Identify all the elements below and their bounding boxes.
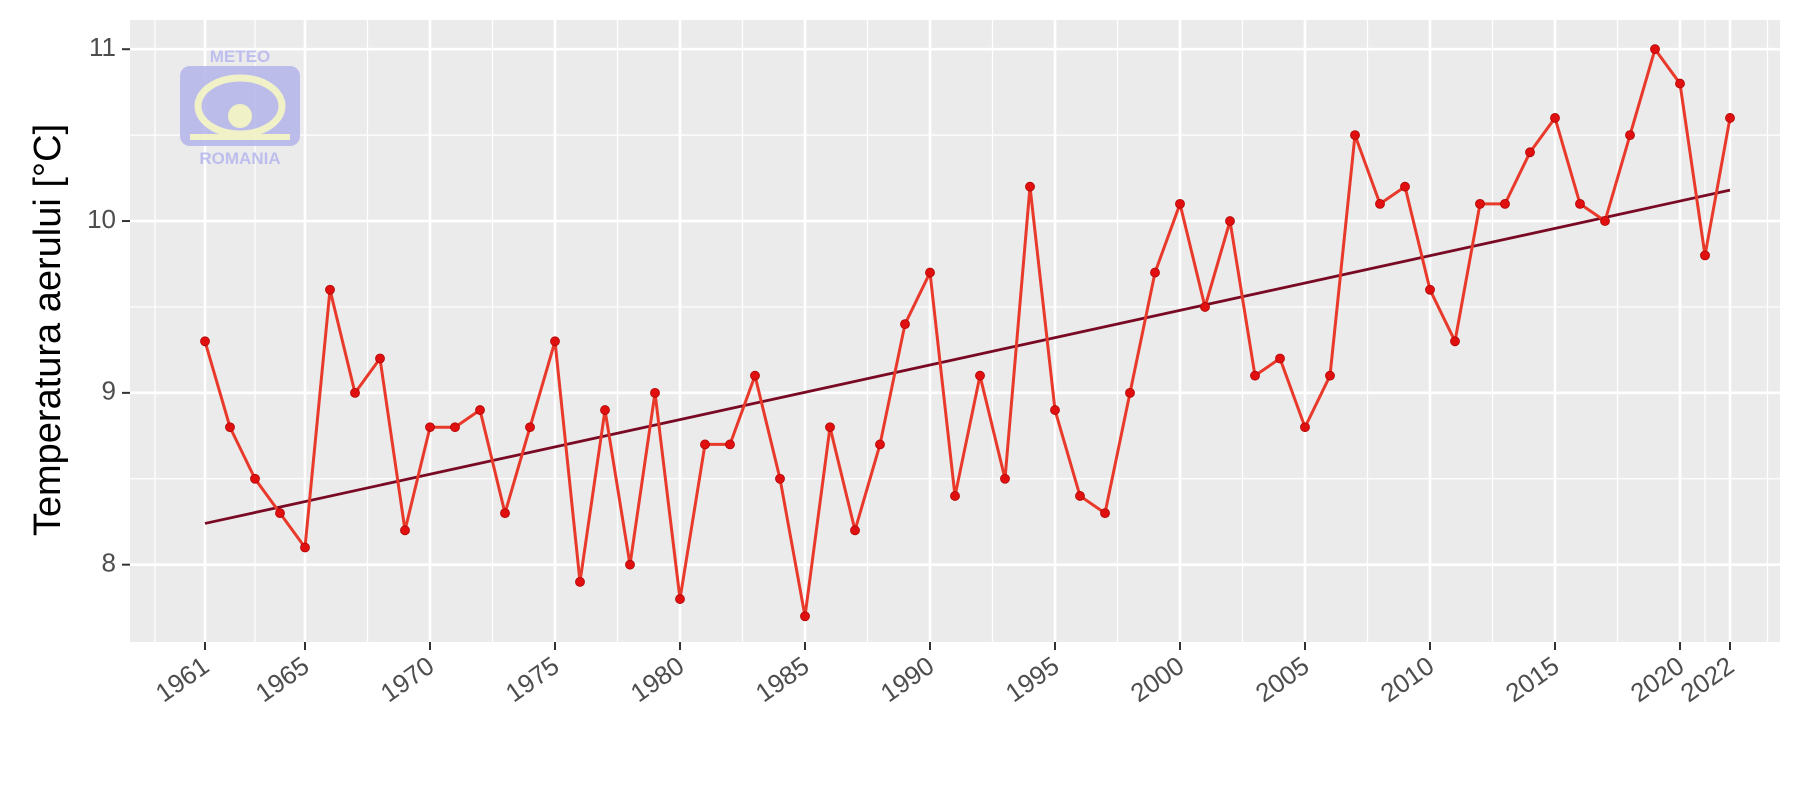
grid-major xyxy=(130,20,1780,642)
data-point xyxy=(500,508,510,519)
data-point xyxy=(775,473,785,484)
data-point xyxy=(1250,370,1260,381)
logo-bottom-text: ROMANIA xyxy=(199,149,280,168)
trend-layer xyxy=(204,188,1731,525)
data-point xyxy=(625,559,635,570)
x-tick-label: 2015 xyxy=(1500,650,1565,708)
data-point xyxy=(850,525,860,536)
points-layer xyxy=(200,44,1735,622)
x-tick-label: 1985 xyxy=(750,650,815,708)
data-point xyxy=(1475,198,1485,209)
grid-minor xyxy=(130,20,1780,642)
logo-base xyxy=(190,134,290,140)
data-point xyxy=(1000,473,1010,484)
y-axis-title: Temperatura aerului [°C] xyxy=(27,124,69,536)
data-point xyxy=(950,491,960,501)
data-point xyxy=(1350,130,1360,141)
data-point xyxy=(1500,198,1510,209)
trend-line xyxy=(204,188,1731,525)
data-point xyxy=(275,508,285,519)
data-point xyxy=(400,525,410,536)
data-point xyxy=(700,439,710,450)
y-tick-label: 11 xyxy=(89,32,116,62)
data-point xyxy=(1625,130,1635,141)
y-tick-label: 9 xyxy=(102,376,116,406)
data-point xyxy=(600,405,610,415)
x-tick-labels: 1961 1965 1970 1975 1980 1985 1990 1995 2000 2005… xyxy=(150,650,1740,708)
data-point xyxy=(650,387,660,398)
data-point xyxy=(725,439,735,450)
temperature-line xyxy=(203,47,1732,618)
x-tick-label: 1975 xyxy=(500,650,565,708)
data-point xyxy=(475,405,485,415)
data-point xyxy=(1450,336,1460,347)
data-point xyxy=(1725,113,1735,123)
data-point xyxy=(1125,387,1135,398)
data-point xyxy=(1600,216,1610,226)
data-point xyxy=(1300,422,1310,433)
data-point xyxy=(825,422,835,433)
data-point xyxy=(1375,198,1385,209)
data-point xyxy=(675,594,685,604)
x-tick-label: 2010 xyxy=(1375,650,1440,708)
series-layer xyxy=(203,47,1732,618)
data-point xyxy=(1575,198,1585,209)
x-tick-label: 2005 xyxy=(1250,650,1315,708)
axis-ticks xyxy=(122,48,1731,650)
data-point xyxy=(1150,267,1160,278)
data-point xyxy=(200,336,210,347)
data-point xyxy=(425,422,435,433)
data-point xyxy=(1200,302,1210,312)
data-point xyxy=(925,267,935,278)
data-point xyxy=(325,284,335,295)
data-point xyxy=(1050,405,1060,415)
data-point xyxy=(225,422,235,433)
data-point xyxy=(300,542,310,553)
data-point xyxy=(1275,353,1285,364)
y-tick-labels: 8 9 10 11 xyxy=(87,32,116,577)
x-tick-label: 2000 xyxy=(1125,650,1190,708)
x-tick-label: 1961 xyxy=(150,650,215,708)
x-tick-label: 1980 xyxy=(625,650,690,708)
y-tick-label: 10 xyxy=(87,204,116,234)
y-tick-label: 8 xyxy=(102,548,116,578)
data-point xyxy=(875,439,885,450)
data-point xyxy=(250,473,260,484)
data-point xyxy=(1550,113,1560,123)
x-tick-label: 1995 xyxy=(1000,650,1065,708)
x-tick-label: 1965 xyxy=(250,650,315,708)
data-point xyxy=(1175,198,1185,209)
data-point xyxy=(1025,181,1035,192)
x-tick-label: 1970 xyxy=(375,650,440,708)
data-point xyxy=(1225,216,1235,226)
data-point xyxy=(900,319,910,330)
data-point xyxy=(1650,44,1660,55)
data-point xyxy=(550,336,560,347)
x-tick-label: 1990 xyxy=(875,650,940,708)
data-point xyxy=(1100,508,1110,519)
data-point xyxy=(975,370,985,381)
plot-panel xyxy=(130,20,1780,642)
data-point xyxy=(375,353,385,364)
data-point xyxy=(1525,147,1535,158)
data-point xyxy=(1700,250,1710,261)
logo-top-text: METEO xyxy=(210,47,270,66)
data-point xyxy=(1075,491,1085,501)
meteo-romania-logo: METEO ROMANIA xyxy=(180,47,300,168)
data-point xyxy=(525,422,535,433)
data-point xyxy=(350,387,360,398)
data-point xyxy=(450,422,460,433)
data-point xyxy=(1400,181,1410,192)
data-point xyxy=(1675,78,1685,89)
logo-sun xyxy=(228,104,252,128)
data-point xyxy=(1425,284,1435,295)
data-point xyxy=(750,370,760,381)
data-point xyxy=(800,611,810,622)
data-point xyxy=(1325,370,1335,381)
data-point xyxy=(575,576,585,587)
x-tick-label: 2022 xyxy=(1675,650,1740,708)
